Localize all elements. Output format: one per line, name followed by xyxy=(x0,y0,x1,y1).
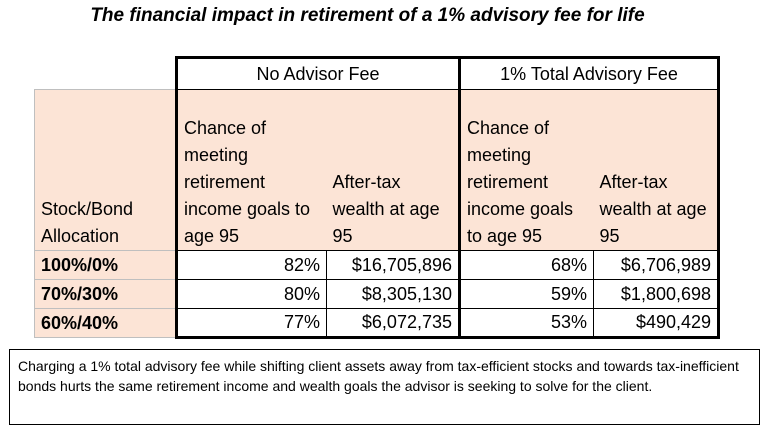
row-label-allocation: 60%/40% xyxy=(34,308,177,338)
cell-no-fee-wealth: $8,305,130 xyxy=(326,279,461,309)
cell-fee-chance: 68% xyxy=(459,250,594,280)
column-header-fee-wealth: After-tax wealth at age 95 xyxy=(593,89,721,251)
cell-fee-wealth: $1,800,698 xyxy=(592,279,721,309)
group-header-one-percent-fee: 1% Total Advisory Fee xyxy=(457,56,721,90)
cell-fee-wealth: $490,429 xyxy=(592,308,721,339)
corner-cell xyxy=(34,57,177,90)
cell-no-fee-chance: 80% xyxy=(175,279,327,309)
table-row: 60%/40% 77% $6,072,735 53% $490,429 xyxy=(34,308,721,339)
row-label-allocation: 100%/0% xyxy=(34,250,177,280)
cell-fee-chance: 53% xyxy=(459,308,594,339)
page-title: The financial impact in retirement of a … xyxy=(90,5,645,26)
table-row: 70%/30% 80% $8,305,130 59% $1,800,698 xyxy=(34,279,721,309)
table-row: 100%/0% 82% $16,705,896 68% $6,706,989 xyxy=(34,250,721,280)
group-header-no-fee: No Advisor Fee xyxy=(175,56,461,90)
row-label-allocation: 70%/30% xyxy=(34,279,177,309)
column-header-no-fee-chance: Chance of meeting retirement income goal… xyxy=(175,89,327,251)
column-header-allocation: Stock/Bond Allocation xyxy=(34,89,177,251)
cell-no-fee-chance: 82% xyxy=(175,250,327,280)
column-header-no-fee-wealth: After-tax wealth at age 95 xyxy=(326,89,461,251)
cell-no-fee-wealth: $6,072,735 xyxy=(326,308,461,339)
fee-impact-table: No Advisor Fee 1% Total Advisory Fee Sto… xyxy=(34,56,721,339)
footnote-box: Charging a 1% total advisory fee while s… xyxy=(9,349,760,425)
cell-fee-wealth: $6,706,989 xyxy=(592,250,721,280)
cell-fee-chance: 59% xyxy=(459,279,594,309)
cell-no-fee-wealth: $16,705,896 xyxy=(326,250,461,280)
cell-no-fee-chance: 77% xyxy=(175,308,327,339)
column-header-fee-chance: Chance of meeting retirement income goal… xyxy=(459,89,594,251)
